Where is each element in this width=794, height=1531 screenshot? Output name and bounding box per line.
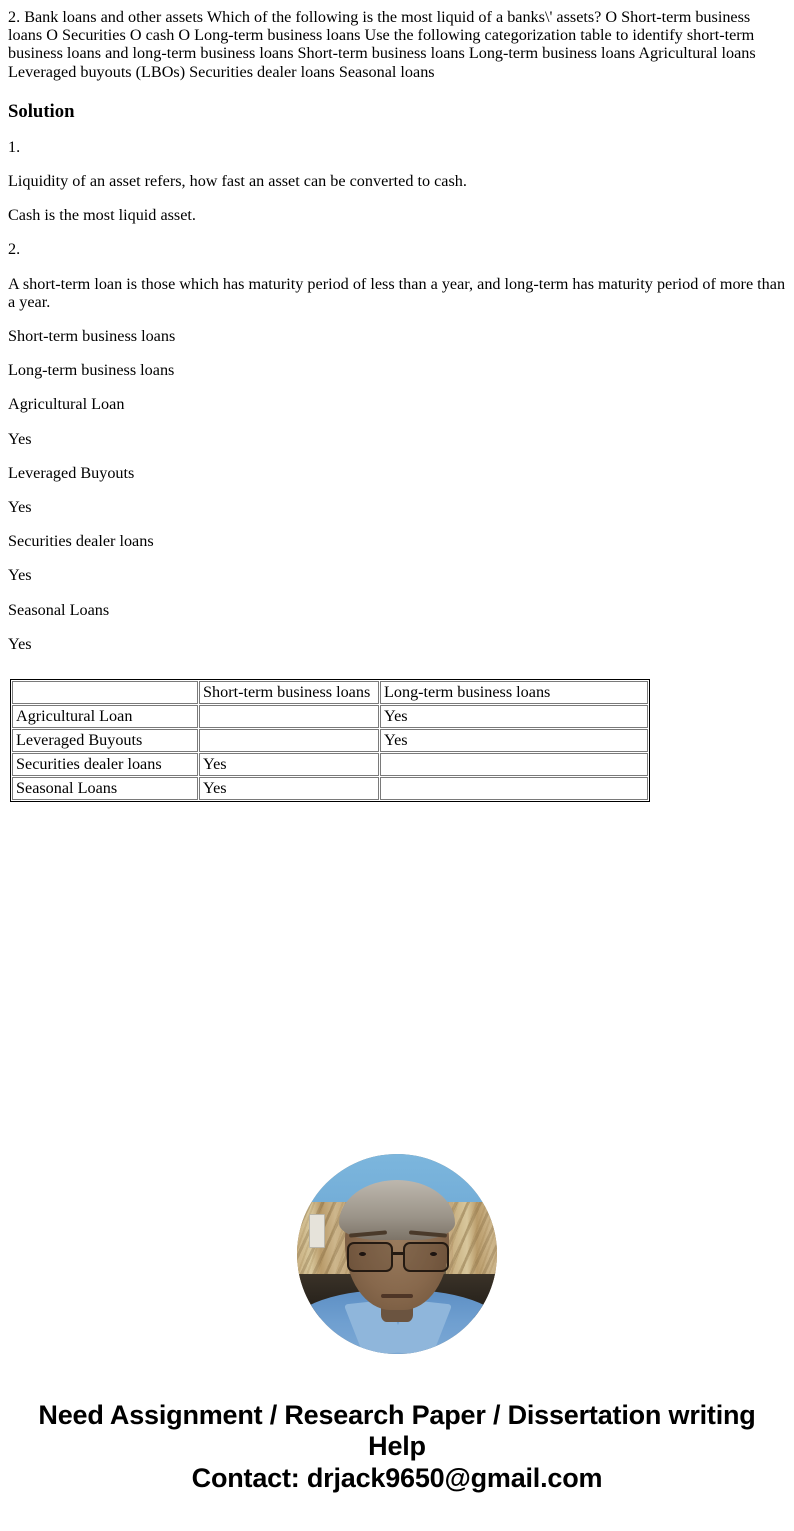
promo-footer: Need Assignment / Research Paper / Disse…: [8, 1400, 786, 1494]
table-header-cell-long-term: Long-term business loans: [380, 681, 648, 705]
table-cell-long-term: Yes: [380, 705, 648, 729]
promo-contact-email[interactable]: Contact: drjack9650@gmail.com: [191, 1463, 603, 1494]
eyeglasses-bridge-icon: [392, 1252, 404, 1255]
table-row: Securities dealer loans Yes: [12, 753, 648, 777]
value-seasonal-loans-yes: Yes: [8, 634, 32, 653]
answer-loan-term-definition: A short-term loan is those which has mat…: [8, 274, 786, 311]
table-cell-long-term: Yes: [380, 729, 648, 753]
table-cell-long-term: [380, 777, 648, 801]
solution-heading: Solution: [8, 100, 75, 122]
photo-hair: [339, 1180, 455, 1241]
photo-wall-switch: [309, 1214, 325, 1249]
promo-headline: Need Assignment / Research Paper / Disse…: [38, 1400, 756, 1462]
categorization-table-wrapper: Short-term business loans Long-term busi…: [8, 679, 786, 803]
answer-cash-most-liquid: Cash is the most liquid asset.: [8, 206, 196, 225]
photo-mouth: [381, 1294, 413, 1299]
label-seasonal-loans: Seasonal Loans: [8, 600, 110, 619]
table-row: Agricultural Loan Yes: [12, 705, 648, 729]
avatar-area: [8, 1154, 786, 1355]
photo-eye-right: [430, 1252, 437, 1257]
table-cell-row-label: Agricultural Loan: [12, 705, 198, 729]
label-long-term-business-loans: Long-term business loans: [8, 361, 175, 380]
label-short-term-business-loans: Short-term business loans: [8, 327, 176, 346]
answer-item-number-2: 2.: [8, 240, 21, 259]
table-cell-short-term: [199, 705, 379, 729]
table-cell-short-term: Yes: [199, 753, 379, 777]
table-header-cell-blank: [12, 681, 198, 705]
table-cell-row-label: Seasonal Loans: [12, 777, 198, 801]
table-cell-short-term: Yes: [199, 777, 379, 801]
table-header-cell-short-term: Short-term business loans: [199, 681, 379, 705]
table-cell-row-label: Leveraged Buyouts: [12, 729, 198, 753]
label-agricultural-loan: Agricultural Loan: [8, 395, 125, 414]
label-securities-dealer-loans: Securities dealer loans: [8, 532, 154, 551]
eyeglasses-lens-right-icon: [403, 1242, 449, 1273]
table-cell-long-term: [380, 753, 648, 777]
table-cell-row-label: Securities dealer loans: [12, 753, 198, 777]
avatar: [297, 1154, 497, 1355]
answer-liquidity-definition: Liquidity of an asset refers, how fast a…: [8, 172, 467, 191]
table-row: Seasonal Loans Yes: [12, 777, 648, 801]
document-page: 2. Bank loans and other assets Which of …: [0, 8, 794, 1494]
value-leveraged-buyouts-yes: Yes: [8, 498, 32, 517]
value-securities-dealer-loans-yes: Yes: [8, 566, 32, 585]
answer-item-number-1: 1.: [8, 137, 21, 156]
categorization-table: Short-term business loans Long-term busi…: [10, 679, 650, 803]
table-cell-short-term: [199, 729, 379, 753]
label-leveraged-buyouts: Leveraged Buyouts: [8, 463, 135, 482]
value-agricultural-loan-yes: Yes: [8, 429, 32, 448]
table-header-row: Short-term business loans Long-term busi…: [12, 681, 648, 705]
table-row: Leveraged Buyouts Yes: [12, 729, 648, 753]
eyeglasses-lens-left-icon: [347, 1242, 393, 1273]
photo-eye-left: [359, 1252, 366, 1257]
question-prompt: 2. Bank loans and other assets Which of …: [8, 8, 756, 81]
